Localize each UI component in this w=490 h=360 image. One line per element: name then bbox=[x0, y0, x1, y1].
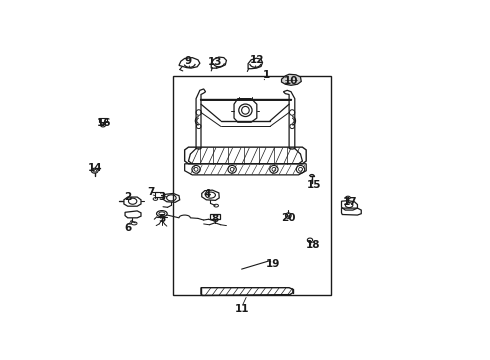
Text: 2: 2 bbox=[124, 192, 131, 202]
Text: 1: 1 bbox=[263, 70, 270, 80]
Text: 15: 15 bbox=[307, 180, 321, 190]
Text: 5: 5 bbox=[158, 214, 166, 224]
Text: 16: 16 bbox=[97, 118, 111, 128]
Text: 8: 8 bbox=[211, 214, 219, 224]
Text: 12: 12 bbox=[249, 55, 264, 66]
Text: 6: 6 bbox=[124, 222, 131, 233]
Bar bbox=[173, 76, 331, 296]
Bar bbox=[155, 192, 163, 197]
Text: 10: 10 bbox=[284, 76, 298, 86]
Text: 17: 17 bbox=[343, 197, 358, 207]
Text: 11: 11 bbox=[234, 304, 249, 314]
Bar bbox=[210, 214, 220, 219]
Text: 19: 19 bbox=[266, 260, 280, 269]
Text: 20: 20 bbox=[281, 213, 295, 224]
Text: 9: 9 bbox=[185, 56, 192, 66]
Text: 18: 18 bbox=[305, 240, 320, 250]
Text: 7: 7 bbox=[147, 187, 154, 197]
Bar bbox=[99, 118, 107, 122]
Text: 13: 13 bbox=[208, 57, 222, 67]
Text: 14: 14 bbox=[87, 163, 102, 174]
Text: 3: 3 bbox=[158, 192, 166, 202]
Text: 4: 4 bbox=[204, 189, 211, 199]
Polygon shape bbox=[281, 74, 301, 85]
